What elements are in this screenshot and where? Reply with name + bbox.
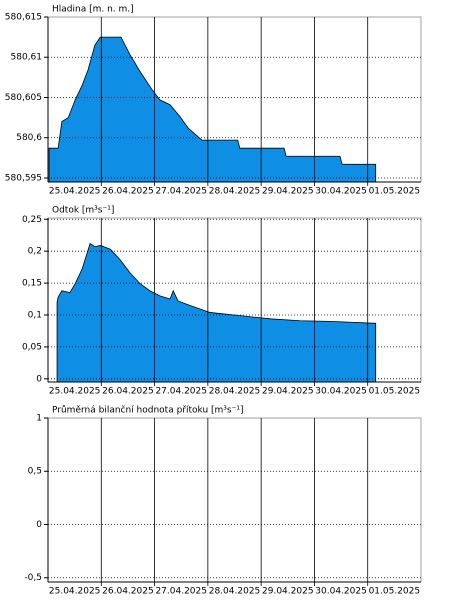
- x-tick-label: 25.04.2025: [49, 587, 101, 597]
- y-tick-label: 0,25: [22, 215, 42, 225]
- panel-title: Průměrná bilanční hodnota přítoku [m³s⁻¹…: [52, 405, 243, 416]
- y-tick-label: 0,1: [28, 310, 42, 320]
- x-tick-label: 30.04.2025: [315, 187, 367, 197]
- y-tick-label: 580,595: [5, 173, 42, 183]
- y-tick-label: 0,5: [28, 467, 42, 477]
- y-tick-label: 0,05: [22, 342, 42, 352]
- x-tick-label: 01.05.2025: [369, 387, 421, 397]
- x-tick-label: 25.04.2025: [49, 387, 101, 397]
- x-tick-label: 30.04.2025: [315, 387, 367, 397]
- x-tick-label: 27.04.2025: [155, 387, 207, 397]
- x-tick-label: 26.04.2025: [102, 187, 154, 197]
- x-tick-label: 27.04.2025: [155, 187, 207, 197]
- y-tick-label: 580,615: [5, 13, 42, 23]
- x-tick-label: 26.04.2025: [102, 587, 154, 597]
- panel-title: Odtok [m³s⁻¹]: [52, 206, 114, 216]
- area: [48, 36, 377, 183]
- x-tick-label: 28.04.2025: [209, 387, 261, 397]
- plot-area: [47, 417, 422, 583]
- y-tick-label: 0,15: [22, 279, 42, 289]
- y-tick-label: 580,61: [11, 53, 43, 63]
- y-tick-label: 0: [36, 374, 42, 384]
- x-tick-label: 29.04.2025: [262, 387, 314, 397]
- x-tick-label: 28.04.2025: [209, 187, 261, 197]
- y-tick-label: -0,5: [24, 573, 42, 583]
- y-tick-label: 580,6: [16, 133, 42, 143]
- x-tick-label: 26.04.2025: [102, 387, 154, 397]
- x-tick-label: 25.04.2025: [49, 187, 101, 197]
- y-tick-label: 580,605: [5, 93, 42, 103]
- x-tick-label: 29.04.2025: [262, 587, 314, 597]
- x-tick-label: 29.04.2025: [262, 187, 314, 197]
- y-tick-label: 1: [36, 414, 42, 424]
- x-tick-label: 01.05.2025: [369, 187, 421, 197]
- x-tick-label: 30.04.2025: [315, 587, 367, 597]
- x-tick-label: 27.04.2025: [155, 587, 207, 597]
- x-tick-label: 28.04.2025: [209, 587, 261, 597]
- y-tick-label: 0: [36, 520, 42, 530]
- y-tick-label: 0,2: [28, 247, 42, 257]
- panel-title: Hladina [m. n. m.]: [52, 5, 134, 15]
- x-tick-label: 01.05.2025: [369, 587, 421, 597]
